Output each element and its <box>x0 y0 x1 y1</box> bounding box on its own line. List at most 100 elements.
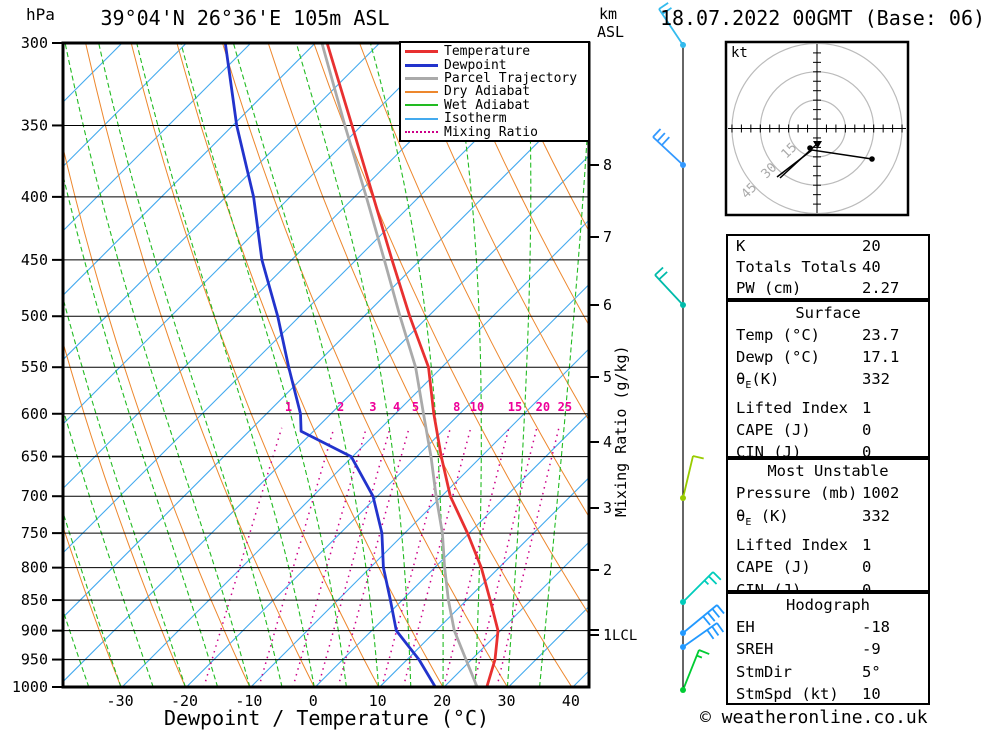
table-row: θE (K) 332 <box>728 505 928 534</box>
table-row-label: CAPE (J) <box>736 421 811 440</box>
svg-text:5: 5 <box>412 400 419 414</box>
legend-item-label: Mixing Ratio <box>444 124 538 140</box>
legend-item-label: Temperature <box>444 44 531 60</box>
table-row: Lifted Index 1 <box>728 534 928 556</box>
hodograph-unit-label: kt <box>731 45 748 61</box>
km-axis-unit-label: km <box>599 5 618 23</box>
table-row-label: StmDir <box>736 662 792 681</box>
table-row-value: 0 <box>862 580 872 599</box>
table-row: SREH -9 <box>728 638 928 660</box>
table-row-label: CAPE (J) <box>736 558 811 577</box>
legend-item-label: Dewpoint <box>444 57 507 73</box>
plot-frame <box>61 41 591 689</box>
table-row-label: StmSpd (kt) <box>736 684 839 703</box>
wind-barb <box>658 2 686 48</box>
legend-item: Wet Adiabat <box>405 98 588 113</box>
table-row-label: Lifted Index <box>736 399 848 418</box>
svg-text:-20: -20 <box>171 692 198 710</box>
table-row-value: 17.1 <box>862 348 900 366</box>
table-section-title: Most Unstable <box>767 462 889 480</box>
wind-barb <box>654 266 686 308</box>
svg-text:6: 6 <box>603 296 612 314</box>
pressure-unit-label: hPa <box>26 5 55 24</box>
table-row: EH -18 <box>728 616 928 638</box>
mixing-ratio-axis-label: Mixing Ratio (g/kg) <box>612 345 630 517</box>
sounding-curves <box>223 43 500 687</box>
svg-text:10: 10 <box>470 400 484 414</box>
station-title: 39°04'N 26°36'E 105m ASL <box>100 6 390 30</box>
table-row: Temp (°C) 23.7 <box>728 324 928 346</box>
table-row-label: EH <box>736 618 755 637</box>
svg-text:20: 20 <box>433 692 451 710</box>
table-row-value: 332 <box>862 370 890 388</box>
storm-motion-marker <box>813 141 822 149</box>
table-row-label: Pressure (mb) <box>736 484 858 503</box>
table-row-label: SREH <box>736 640 774 659</box>
svg-text:7: 7 <box>603 228 612 246</box>
svg-text:600: 600 <box>21 405 48 423</box>
wind-barb-staff <box>652 2 725 693</box>
table-row-value: -9 <box>862 640 881 659</box>
table-section-title: Surface <box>795 304 861 322</box>
svg-text:5: 5 <box>603 368 612 386</box>
indices-table: Surface Temp (°C) 23.7 Dewp (°C) 17.1 θE(K) 33… <box>726 300 930 461</box>
indices-table: Most Unstable Pressure (mb) 1002 θE (K) 332 L… <box>726 458 930 599</box>
table-row-label: θE (K) <box>736 506 789 528</box>
table-row-label: Dewp (°C) <box>736 348 820 366</box>
table-row-value: 1 <box>862 399 872 418</box>
legend-item: Dry Adiabat <box>405 84 588 99</box>
svg-text:950: 950 <box>21 651 48 669</box>
curve-parcel-trajectory <box>320 43 479 687</box>
svg-text:2: 2 <box>337 400 344 414</box>
svg-text:30: 30 <box>497 692 515 710</box>
table-row: Totals Totals 40 <box>728 257 928 278</box>
svg-text:400: 400 <box>21 188 48 206</box>
svg-text:8: 8 <box>453 400 460 414</box>
table-row-value: 40 <box>862 258 881 276</box>
svg-text:3: 3 <box>603 499 612 517</box>
svg-text:300: 300 <box>21 34 48 52</box>
legend: Temperature Dewpoint Parcel Trajectory Dry … <box>399 41 590 142</box>
table-section-title: Hodograph <box>786 596 870 614</box>
legend-item-label: Parcel Trajectory <box>444 70 578 86</box>
table-row-value: 10 <box>862 684 881 703</box>
table-row: CAPE (J) 0 <box>728 419 928 441</box>
wind-barb <box>652 128 686 168</box>
table-row: CAPE (J) 0 <box>728 556 928 578</box>
table-row-label: CIN (J) <box>736 443 802 462</box>
legend-line-sample <box>405 76 438 80</box>
svg-text:700: 700 <box>21 487 48 505</box>
svg-text:25: 25 <box>558 400 572 414</box>
table-row: PW (cm) 2.27 <box>728 278 928 299</box>
table-row-value: 332 <box>862 506 890 525</box>
mixing-ratio-lines <box>203 427 560 687</box>
svg-text:0: 0 <box>309 692 318 710</box>
legend-item: Temperature <box>405 44 588 60</box>
legend-item: Mixing Ratio <box>405 124 588 140</box>
table-row: K 20 <box>728 236 928 257</box>
table-row: Pressure (mb) 1002 <box>728 482 928 504</box>
table-row-value: -18 <box>862 618 890 637</box>
wind-barb <box>680 455 704 501</box>
svg-text:4: 4 <box>393 400 400 414</box>
svg-text:1000: 1000 <box>12 678 48 696</box>
table-row-label: Lifted Index <box>736 535 848 554</box>
table-row-value: 5° <box>862 662 881 681</box>
table-row-label: Totals Totals <box>736 258 858 276</box>
svg-text:500: 500 <box>21 307 48 325</box>
table-row: StmDir 5° <box>728 661 928 683</box>
table-row-value: 0 <box>862 443 872 462</box>
asl-axis-label: ASL <box>597 23 625 41</box>
legend-line-sample <box>405 50 438 54</box>
svg-text:650: 650 <box>21 448 48 466</box>
legend-item: Dewpoint <box>405 57 588 73</box>
curve-temperature <box>325 43 500 687</box>
legend-item: Isotherm <box>405 111 588 126</box>
table-row: CIN (J) 0 <box>728 441 928 463</box>
table-row-label: θE(K) <box>736 370 780 392</box>
table-row-label: K <box>736 237 746 255</box>
svg-text:15: 15 <box>508 400 522 414</box>
legend-line-sample <box>405 117 438 120</box>
